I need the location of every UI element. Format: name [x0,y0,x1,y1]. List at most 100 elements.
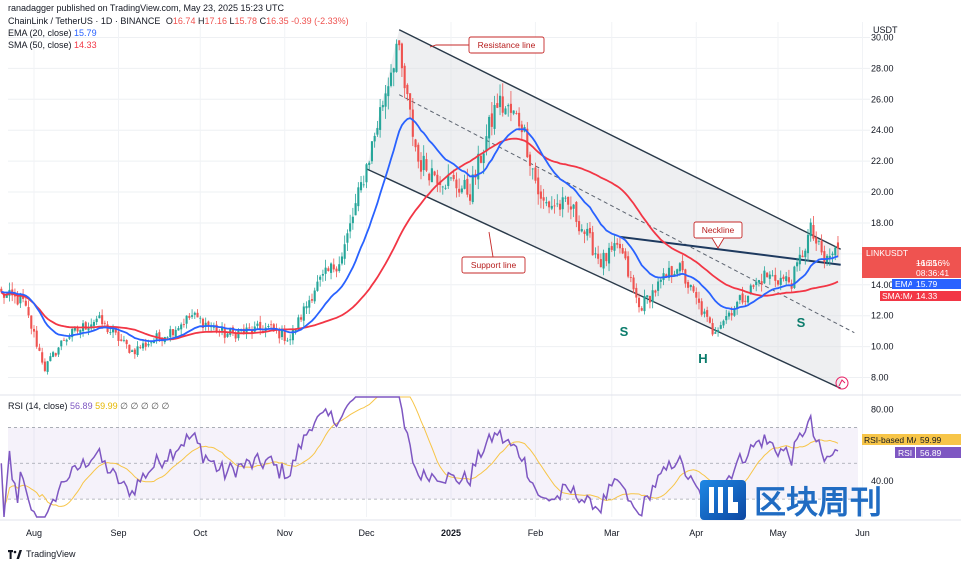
candle-body [19,295,22,304]
candle-body [722,320,725,326]
candle-body [610,246,613,250]
candle-body [283,330,286,341]
candle-body [776,280,780,285]
rsi-tag-value: 56.89 [920,448,942,458]
price-axis-currency: USDT [873,25,898,35]
candle-body [567,196,570,205]
rsi-legend-extra: ∅ ∅ ∅ ∅ ∅ [120,401,170,411]
candle-body [310,299,314,301]
candle-body [725,315,728,321]
candle-body [493,105,496,129]
candle-body [220,327,224,331]
candle-body [471,174,474,203]
candle-body [65,339,68,342]
candle-body [98,315,101,319]
candle-body [204,322,207,327]
candle-body [406,84,409,95]
candle-body [488,116,491,139]
candle-body [498,95,502,108]
candle-body [755,281,758,286]
candle-body [632,277,635,290]
candle-body [201,318,205,328]
candle-body [455,179,458,189]
candle-body [150,342,153,344]
rsi-line [0,396,839,518]
candle-body [384,93,387,107]
candle-body [349,223,352,232]
time-tick-label: 2025 [441,528,461,538]
candle-body [122,339,125,341]
price-tick-label: 26.00 [871,94,894,104]
blockweekly-logo-bar [709,487,714,513]
candle-body [509,103,512,113]
price-tick-label: 24.00 [871,125,894,135]
blockweekly-logo-shape [728,487,738,513]
candle-body [417,144,420,162]
candle-body [294,329,297,332]
candle-body [191,315,194,317]
rsi-ma-tag-bg [862,434,916,445]
price-tick-label: 18.00 [871,218,894,228]
candle-body [580,229,583,232]
blockweekly-logo-bar [718,487,723,513]
candle-body [171,329,175,336]
candle-body [719,325,722,329]
candle-body [300,317,303,320]
candle-body [730,313,733,316]
candle-body [22,295,25,299]
candle-body [52,352,55,357]
candle-body [796,262,799,267]
candle-body [117,331,120,341]
candle-body [267,325,270,328]
rsi-tag-bg [895,447,915,458]
tradingview-footer: TradingView [8,549,76,559]
candle-body [624,251,627,259]
candle-body [804,250,807,258]
candle-body [422,155,425,171]
ema-tag-label: EMA [895,279,914,289]
candle-body [330,263,333,273]
candle-body [403,65,406,89]
candle-body [479,155,483,163]
candle-body [139,347,142,349]
candle-body [689,284,692,288]
support-callout-box [461,256,526,274]
candle-body [109,332,112,333]
candle-body [114,329,117,333]
time-tick-label: Dec [358,528,375,538]
candle-body [640,308,643,311]
candle-body [95,318,98,323]
candle-body [35,330,38,347]
candle-body [452,174,455,180]
candle-body [430,168,433,183]
candle-body [248,327,251,329]
candle-body [607,247,611,264]
candle-body [741,293,744,303]
candle-body [120,339,123,341]
candle-body [621,248,624,254]
candle-body [572,204,575,209]
candle-body [711,323,714,335]
ohlc-low: 15.78 [234,16,258,26]
watermark: 区块周刊 [700,480,882,521]
candle-body [760,281,763,285]
candle-body [346,233,349,243]
candle-body [458,188,461,193]
replay-icon-glyph [838,379,846,387]
candle-body [831,253,834,256]
watermark-text: 区块周刊 [754,483,882,521]
candle-body [321,274,324,276]
candle-body [376,128,379,135]
candle-body [627,256,630,277]
candle-body [744,300,747,302]
price-tick-label: 8.00 [871,373,889,383]
candle-body [806,234,810,254]
candle-body [436,174,439,184]
time-tick-label: Aug [26,528,42,538]
candle-body [84,322,87,330]
price-tick-label: 22.00 [871,156,894,166]
candle-body [531,168,534,170]
candle-body [550,205,553,209]
tradingview-brand: TradingView [26,549,76,559]
